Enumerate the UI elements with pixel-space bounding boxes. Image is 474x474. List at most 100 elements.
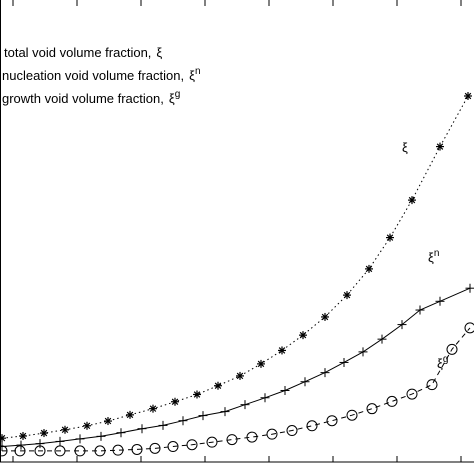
legend-entry-symbol: ξ — [189, 68, 195, 83]
marker-s1-19 — [377, 334, 387, 344]
marker-s2-14 — [266, 428, 278, 440]
marker-s1-17 — [339, 357, 349, 367]
legend-entry-2: growth void volume fraction, ξg — [2, 89, 180, 106]
legend-entry-symbol: ξ — [169, 91, 175, 106]
marker-s0-21 — [464, 92, 472, 100]
marker-s0-17 — [365, 264, 373, 273]
marker-s0-20 — [436, 142, 444, 151]
marker-s2-16 — [306, 420, 318, 432]
curve-label-0: ξ — [402, 140, 408, 155]
legend-entry-label: total void volume fraction, — [4, 45, 151, 60]
marker-s1-12 — [240, 400, 250, 410]
marker-s0-5 — [104, 417, 112, 426]
legend-entry-sup: n — [195, 66, 201, 77]
marker-s1-3 — [55, 436, 65, 446]
series-0 — [0, 92, 472, 443]
series-1 — [0, 283, 474, 452]
marker-s2-13 — [246, 431, 258, 443]
curve-label-2: ξg — [437, 354, 448, 371]
marker-s1-4 — [75, 434, 85, 444]
curve-label-sup: n — [434, 248, 440, 259]
legend-entry-0: total void volume fraction, ξ — [4, 45, 162, 60]
curve-label-symbol: ξ — [428, 250, 434, 265]
marker-s2-5 — [94, 445, 106, 457]
curve-label-symbol: ξ — [437, 356, 443, 371]
series-2 — [0, 322, 474, 457]
marker-s1-16 — [320, 368, 330, 378]
legend-entry-1: nucleation void volume fraction, ξn — [2, 66, 201, 83]
series-layer — [0, 92, 474, 457]
marker-s0-3 — [61, 425, 69, 434]
marker-s2-24 — [464, 322, 474, 334]
series-line-2 — [2, 327, 471, 452]
marker-s1-2 — [35, 439, 45, 449]
marker-s0-4 — [83, 421, 91, 430]
marker-s2-1 — [14, 445, 26, 457]
marker-s2-12 — [226, 434, 238, 446]
series-line-1 — [1, 287, 471, 447]
marker-s2-23 — [446, 343, 458, 355]
marker-s1-8 — [158, 420, 168, 430]
legend-entry-sup: g — [175, 89, 181, 100]
marker-s1-6 — [116, 428, 126, 438]
marker-s2-21 — [406, 388, 418, 400]
curve-label-1: ξn — [428, 248, 439, 265]
marker-s0-2 — [40, 429, 48, 438]
marker-s1-18 — [358, 347, 368, 357]
legend-entry-symbol: ξ — [156, 45, 162, 60]
plot-axes — [0, 0, 474, 463]
marker-s1-1 — [16, 440, 26, 450]
marker-s1-11 — [220, 407, 230, 417]
marker-s0-15 — [321, 312, 329, 321]
marker-s2-3 — [54, 445, 66, 457]
marker-s2-8 — [149, 442, 161, 454]
curve-label-symbol: ξ — [402, 140, 408, 155]
marker-s0-19 — [408, 196, 416, 205]
marker-s1-5 — [96, 431, 106, 441]
marker-s2-20 — [386, 395, 398, 407]
marker-s2-10 — [186, 439, 198, 451]
marker-s2-7 — [131, 443, 143, 455]
marker-s2-9 — [167, 441, 179, 453]
marker-s1-13 — [260, 393, 270, 403]
marker-s2-6 — [112, 444, 124, 456]
marker-s0-18 — [386, 233, 394, 242]
marker-s2-11 — [206, 436, 218, 448]
marker-s2-2 — [34, 445, 46, 457]
marker-s0-16 — [343, 291, 351, 300]
marker-s1-22 — [435, 296, 445, 306]
marker-s1-21 — [415, 305, 425, 315]
marker-s1-23 — [465, 283, 474, 293]
curve-label-sup: g — [443, 354, 449, 365]
marker-s2-15 — [286, 425, 298, 437]
marker-s1-20 — [397, 320, 407, 330]
marker-s1-9 — [178, 416, 188, 426]
marker-s0-10 — [214, 381, 222, 390]
marker-s2-19 — [366, 403, 378, 415]
marker-s0-13 — [278, 346, 286, 355]
marker-s1-7 — [137, 424, 147, 434]
marker-s1-10 — [198, 411, 208, 421]
legend-entry-label: growth void volume fraction, — [2, 91, 164, 106]
marker-s0-6 — [126, 410, 134, 419]
marker-s0-9 — [193, 390, 201, 399]
marker-s1-14 — [280, 385, 290, 395]
marker-s0-0 — [0, 434, 6, 443]
legend-entry-label: nucleation void volume fraction, — [2, 68, 184, 83]
marker-s0-14 — [299, 331, 307, 340]
marker-s2-22 — [426, 379, 438, 391]
marker-s2-4 — [74, 445, 86, 457]
marker-s2-18 — [346, 409, 358, 421]
marker-s2-0 — [0, 445, 8, 457]
marker-s0-8 — [171, 397, 179, 406]
marker-s1-15 — [300, 377, 310, 387]
marker-s0-11 — [236, 371, 244, 380]
marker-s0-1 — [19, 431, 27, 440]
series-line-0 — [1, 95, 469, 439]
marker-s0-12 — [257, 359, 265, 368]
marker-s2-17 — [326, 415, 338, 427]
marker-s0-7 — [149, 404, 157, 413]
